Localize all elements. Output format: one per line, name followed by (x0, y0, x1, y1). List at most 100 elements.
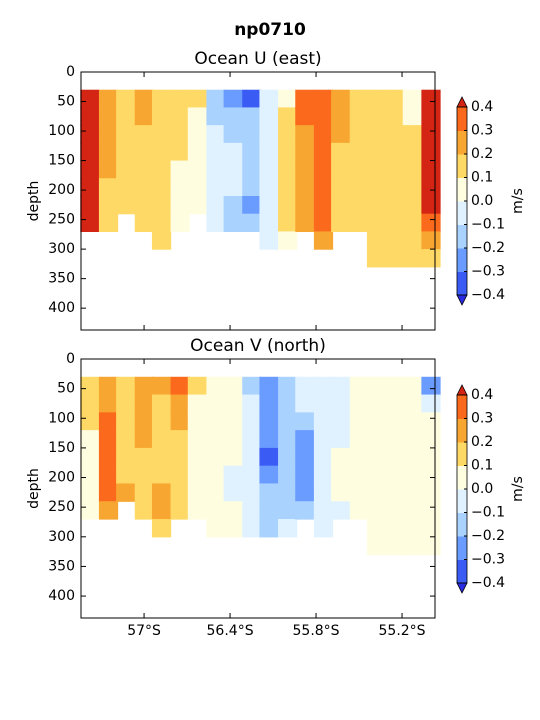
contour-cell (331, 213, 351, 233)
contour-cell (98, 394, 119, 413)
contour-cell (402, 160, 422, 179)
contour-cell (366, 89, 387, 109)
contour-cell (349, 376, 369, 396)
contour-cell (80, 107, 100, 126)
contour-cell (421, 519, 441, 538)
contour-cell (349, 501, 369, 520)
contour-cell (98, 447, 119, 467)
colorbar-tick-label: 0.3 (471, 411, 493, 427)
contour-cell (223, 142, 243, 162)
contour-cell (98, 501, 119, 520)
y-tick-label: 250 (48, 499, 75, 515)
contour-cell (331, 430, 351, 449)
contour-cell (385, 231, 405, 250)
contour-cell (170, 213, 190, 233)
colorbar-tick-label: −0.4 (471, 575, 505, 591)
contour-cell (116, 447, 136, 467)
contour-cell (385, 376, 405, 396)
contour-cell (331, 447, 351, 467)
contour-cell (385, 519, 405, 538)
contour-cell (187, 125, 208, 144)
contour-cell (349, 213, 369, 233)
contour-cell (366, 107, 387, 126)
contour-cell (385, 536, 405, 556)
contour-cell (295, 178, 315, 197)
contour-cell (80, 483, 100, 502)
contour-cell (349, 465, 369, 485)
contour-cell (313, 231, 334, 250)
contour-cell (187, 142, 208, 162)
contour-cell (134, 483, 154, 502)
contour-cell (385, 430, 405, 449)
contour-cell (331, 376, 351, 396)
contour-cell (259, 483, 279, 502)
contour-cell (242, 107, 262, 126)
colorbar-tick-label: −0.3 (471, 264, 505, 280)
contour-cell (295, 142, 315, 162)
contour-cell (385, 501, 405, 520)
contour-cell (116, 430, 136, 449)
contour-cell (98, 213, 119, 233)
colorbar-swatch (457, 130, 467, 155)
contour-cell (421, 231, 441, 250)
contour-cell (242, 213, 262, 233)
contour-cell (242, 519, 262, 538)
contour-cell (331, 89, 351, 109)
contour-cell (278, 412, 298, 431)
contour-cell (151, 447, 172, 467)
panel-title: Ocean V (north) (190, 336, 326, 356)
contour-cell (134, 501, 154, 520)
axes-frame (80, 71, 436, 331)
contour-cell (134, 376, 154, 396)
contour-cell (187, 160, 208, 179)
contour-cell (223, 483, 243, 502)
contour-cell (187, 430, 208, 449)
y-tick-label: 0 (66, 351, 75, 367)
contour-cell (402, 213, 422, 233)
contour-cell (313, 195, 334, 215)
contour-cell (98, 376, 119, 396)
contour-cell (366, 249, 387, 268)
colorbar-swatch (457, 442, 467, 466)
contour-cell (313, 213, 334, 233)
y-tick-label: 250 (48, 212, 75, 228)
contour-cell (402, 107, 422, 126)
contour-cell (313, 376, 334, 396)
contour-cell (402, 412, 422, 431)
contour-cell (278, 231, 298, 250)
contour-cell (421, 160, 441, 179)
contour-cell (421, 465, 441, 485)
contour-cell (278, 394, 298, 413)
contour-cell (402, 178, 422, 197)
contour-cell (98, 107, 119, 126)
contour-cell (331, 125, 351, 144)
colorbar-tick-label: 0.1 (471, 170, 493, 186)
contour-cell (187, 412, 208, 431)
colorbar-label: m/s (510, 188, 526, 214)
contour-cell (98, 465, 119, 485)
contour-cell (187, 465, 208, 485)
contour-cell (98, 178, 119, 197)
contour-cell (421, 195, 441, 215)
contour-cell (223, 501, 243, 520)
contour-cell (402, 447, 422, 467)
contour-cell (366, 501, 387, 520)
contour-cell (331, 142, 351, 162)
contour-cell (187, 483, 208, 502)
contour-cell (278, 89, 298, 109)
contour-cell (385, 195, 405, 215)
contour-cell (206, 376, 226, 396)
contour-cell (385, 160, 405, 179)
contour-cell (366, 195, 387, 215)
contour-cell (206, 447, 226, 467)
contour-cell (242, 430, 262, 449)
contour-cell (187, 178, 208, 197)
colorbar-swatch (457, 395, 467, 419)
contour-cell (313, 430, 334, 449)
contour-cell (151, 430, 172, 449)
contour-cell (116, 376, 136, 396)
contour-cell (170, 195, 190, 215)
contour-cell (421, 89, 441, 109)
contour-cell (206, 195, 226, 215)
